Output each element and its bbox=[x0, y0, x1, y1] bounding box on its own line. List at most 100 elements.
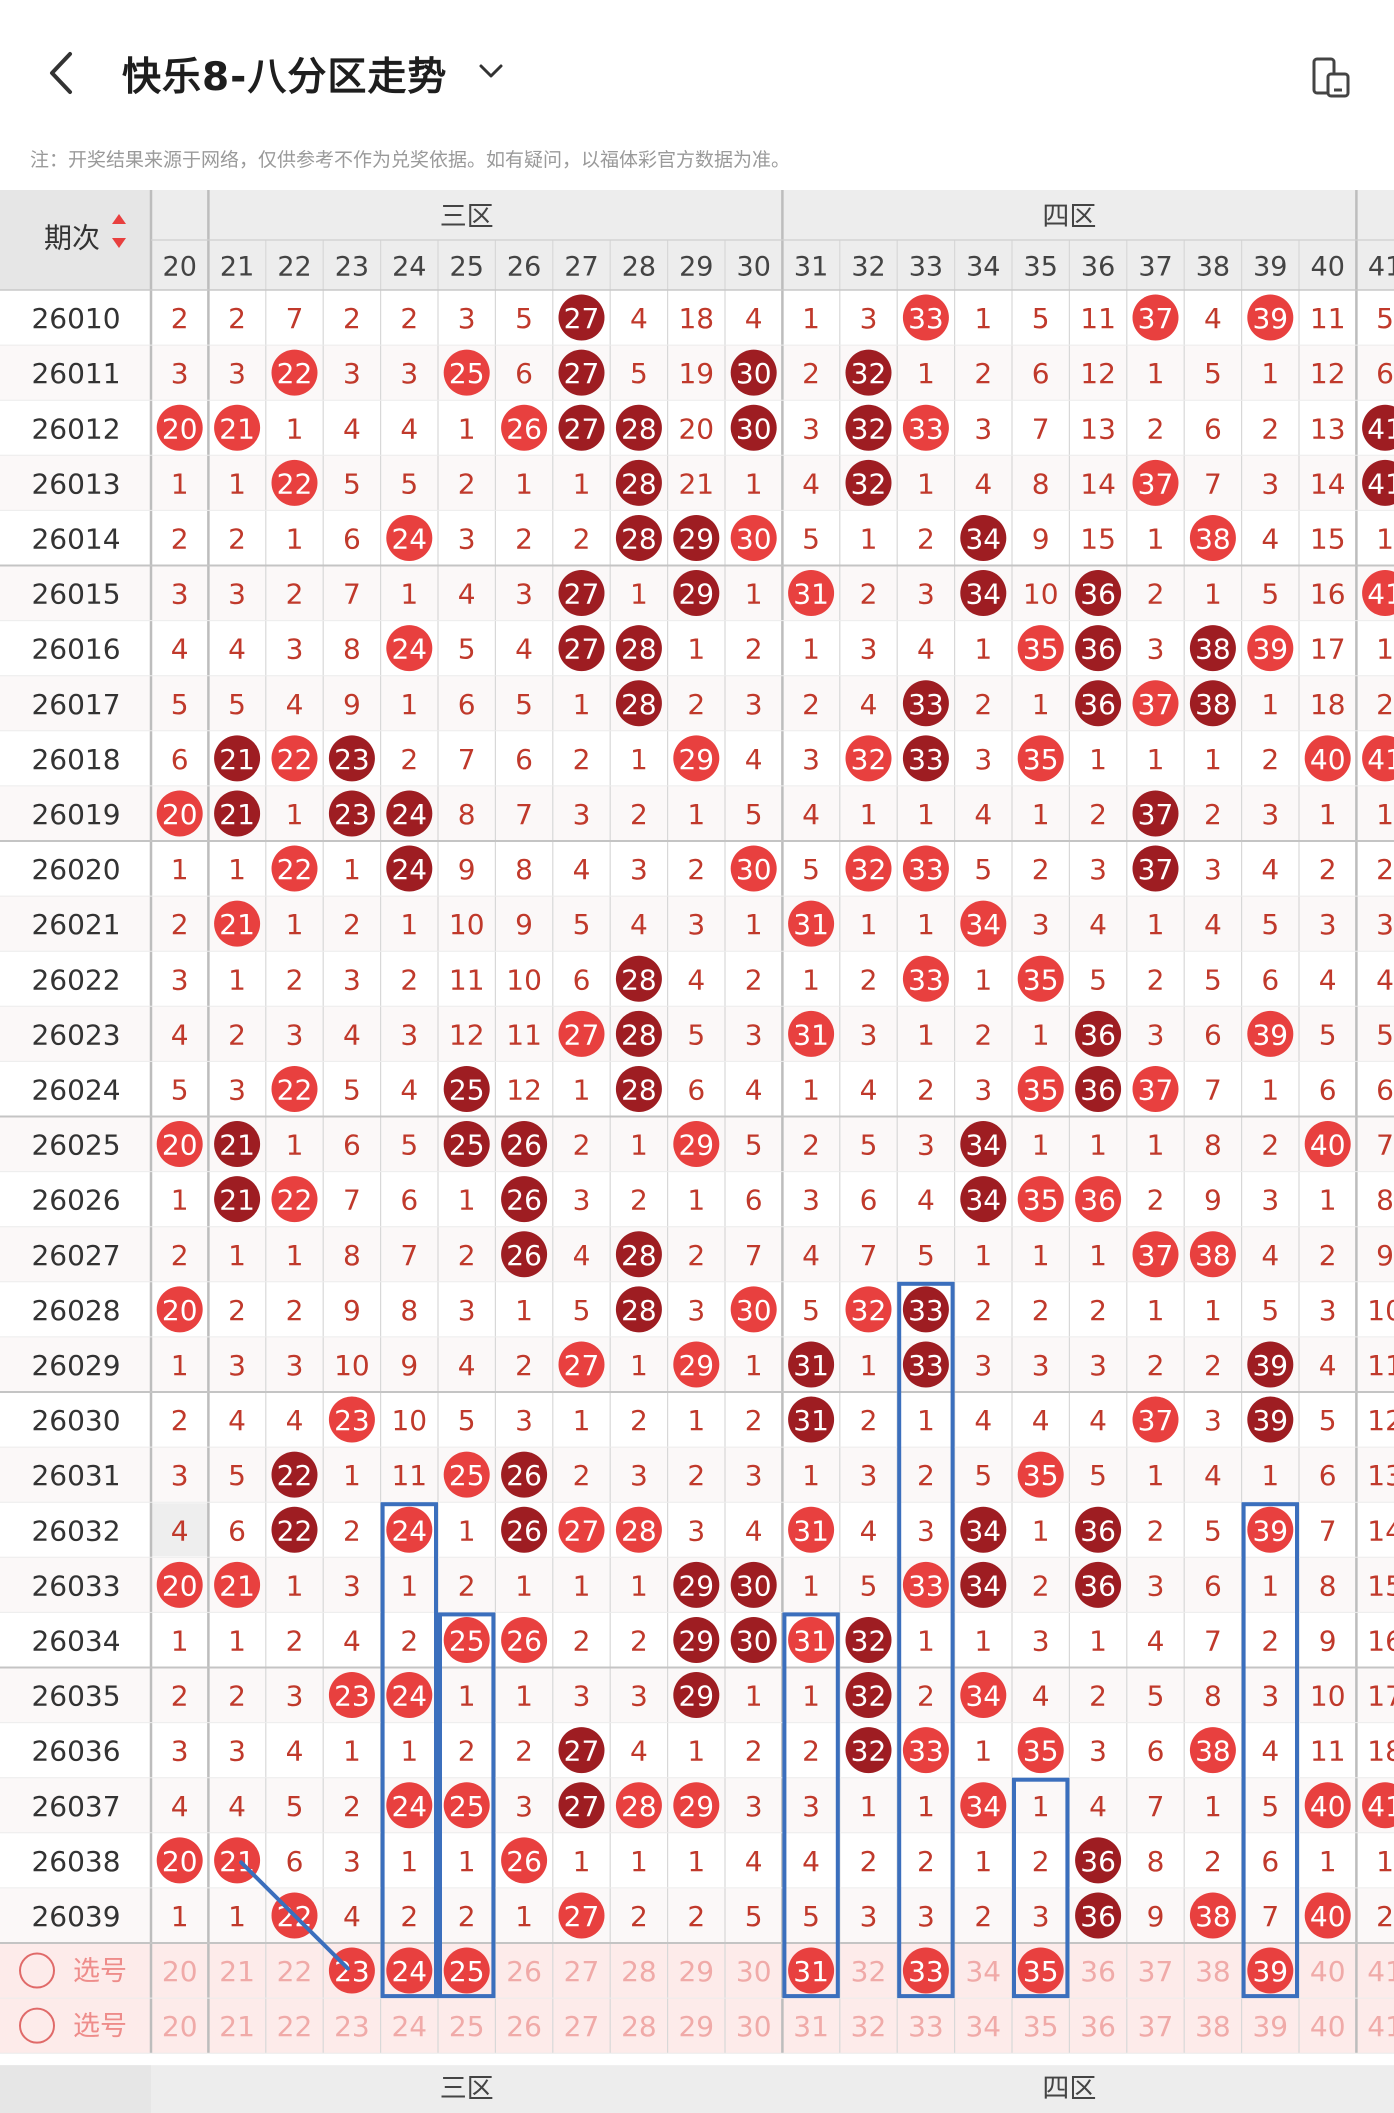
select-number[interactable]: 28 bbox=[621, 2010, 657, 2043]
select-number[interactable]: 35 bbox=[1023, 2010, 1059, 2043]
miss-count: 1 bbox=[974, 302, 992, 335]
select-number[interactable]: 24 bbox=[391, 2010, 427, 2043]
table-row-bg bbox=[0, 345, 1394, 401]
select-number[interactable]: 38 bbox=[1195, 2010, 1231, 2043]
drawn-number: 25 bbox=[449, 1073, 485, 1106]
miss-count: 4 bbox=[400, 1073, 418, 1106]
select-number[interactable]: 30 bbox=[736, 1955, 772, 1988]
select-label[interactable]: 选号 bbox=[73, 2011, 127, 2042]
select-number[interactable]: 25 bbox=[449, 2010, 485, 2043]
miss-count: 15 bbox=[1310, 522, 1346, 555]
drawn-number: 21 bbox=[219, 743, 255, 776]
miss-count: 2 bbox=[917, 522, 935, 555]
miss-count: 2 bbox=[745, 633, 763, 666]
select-number[interactable]: 34 bbox=[965, 1955, 1001, 1988]
miss-count: 8 bbox=[1204, 1129, 1222, 1162]
miss-count: 10 bbox=[449, 908, 485, 941]
drawn-number: 26 bbox=[506, 1239, 542, 1272]
select-number[interactable]: 37 bbox=[1138, 1955, 1174, 1988]
select-number[interactable]: 21 bbox=[219, 1955, 255, 1988]
chevron-down-icon[interactable] bbox=[476, 56, 506, 86]
miss-count: 2 bbox=[1204, 1845, 1222, 1878]
drawn-ball bbox=[558, 349, 605, 396]
select-number[interactable]: 41 bbox=[1367, 1955, 1394, 1988]
select-number[interactable]: 26 bbox=[506, 1955, 542, 1988]
sort-down-icon[interactable] bbox=[112, 238, 126, 248]
select-number[interactable]: 32 bbox=[851, 2010, 887, 2043]
select-number[interactable]: 29 bbox=[678, 1955, 714, 1988]
table-row-bg bbox=[0, 1447, 1394, 1503]
picked-number[interactable]: 35 bbox=[1023, 1955, 1059, 1988]
drawn-ball bbox=[730, 1561, 777, 1608]
picked-ball[interactable] bbox=[788, 1947, 835, 1994]
select-number[interactable]: 20 bbox=[162, 1955, 198, 1988]
select-number[interactable]: 38 bbox=[1195, 1955, 1231, 1988]
select-number[interactable]: 40 bbox=[1310, 2010, 1346, 2043]
drawn-ball bbox=[156, 1121, 203, 1168]
drawn-ball bbox=[558, 294, 605, 341]
picked-ball[interactable] bbox=[386, 1947, 433, 1994]
select-number[interactable]: 39 bbox=[1252, 2010, 1288, 2043]
select-radio[interactable] bbox=[19, 1952, 55, 1989]
miss-count: 20 bbox=[678, 412, 714, 445]
layout-toggle-icon[interactable] bbox=[1308, 54, 1354, 100]
selection-row[interactable]: 选号 20 21 22 23 24 25 26 27 28 29 30 31 32 33 34 35 36 37 38… bbox=[19, 2007, 1394, 2044]
selection-row[interactable]: 选号 20 21 22 23 24 25 26 27 28 29 30 31 32 33 34 35 36 37 38… bbox=[19, 1947, 1394, 1994]
select-number[interactable]: 40 bbox=[1310, 1955, 1346, 1988]
select-number[interactable]: 37 bbox=[1138, 2010, 1174, 2043]
select-number[interactable]: 29 bbox=[678, 2010, 714, 2043]
picked-ball[interactable] bbox=[443, 1947, 490, 1994]
select-number[interactable]: 34 bbox=[965, 2010, 1001, 2043]
select-radio[interactable] bbox=[19, 2007, 55, 2044]
picked-ball[interactable] bbox=[1017, 1947, 1064, 1994]
select-number[interactable]: 22 bbox=[277, 2010, 313, 2043]
select-number[interactable]: 27 bbox=[564, 1955, 600, 1988]
select-number[interactable]: 36 bbox=[1080, 2010, 1116, 2043]
select-number[interactable]: 21 bbox=[219, 2010, 255, 2043]
drawn-number: 32 bbox=[851, 1294, 887, 1327]
picked-number[interactable]: 24 bbox=[391, 1955, 427, 1988]
period-header-label[interactable]: 期次 bbox=[44, 222, 100, 255]
drawn-ball bbox=[271, 459, 318, 506]
select-number[interactable]: 20 bbox=[162, 2010, 198, 2043]
select-number[interactable]: 36 bbox=[1080, 1955, 1116, 1988]
select-number[interactable]: 28 bbox=[621, 1955, 657, 1988]
select-number[interactable]: 23 bbox=[334, 2010, 370, 2043]
miss-count: 1 bbox=[630, 578, 648, 611]
miss-count: 4 bbox=[802, 467, 820, 500]
drawn-ball bbox=[1304, 1892, 1351, 1939]
select-label[interactable]: 选号 bbox=[73, 1956, 127, 1987]
picked-number[interactable]: 39 bbox=[1252, 1955, 1288, 1988]
select-number[interactable]: 32 bbox=[851, 1955, 887, 1988]
miss-count: 2 bbox=[1376, 853, 1394, 886]
drawn-number: 34 bbox=[965, 1129, 1001, 1162]
sort-up-icon[interactable] bbox=[112, 214, 126, 224]
picked-ball[interactable] bbox=[902, 1947, 949, 1994]
miss-count: 4 bbox=[286, 1404, 304, 1437]
select-number[interactable]: 31 bbox=[793, 2010, 829, 2043]
miss-count: 1 bbox=[745, 1680, 763, 1713]
select-number[interactable]: 26 bbox=[506, 2010, 542, 2043]
select-number[interactable]: 30 bbox=[736, 2010, 772, 2043]
miss-count: 1 bbox=[860, 908, 878, 941]
drawn-number: 30 bbox=[736, 522, 772, 555]
picked-number[interactable]: 25 bbox=[449, 1955, 485, 1988]
miss-count: 1 bbox=[1147, 1294, 1165, 1327]
picked-number[interactable]: 33 bbox=[908, 1955, 944, 1988]
miss-count: 5 bbox=[228, 688, 246, 721]
chevron-left-icon[interactable] bbox=[42, 50, 82, 96]
miss-count: 2 bbox=[974, 1900, 992, 1933]
miss-count: 6 bbox=[1147, 1735, 1165, 1768]
picked-number[interactable]: 31 bbox=[793, 1955, 829, 1988]
table-row: 26028 20 2 2 9 8 3 1 5 28 3 30 5 32 33 2 2 2 1 1 5 3 10 bbox=[31, 1286, 1394, 1333]
drawn-ball bbox=[214, 1561, 261, 1608]
select-number[interactable]: 27 bbox=[564, 2010, 600, 2043]
miss-count: 1 bbox=[974, 1239, 992, 1272]
drawn-number: 36 bbox=[1080, 1184, 1116, 1217]
select-number[interactable]: 33 bbox=[908, 2010, 944, 2043]
select-number[interactable]: 41 bbox=[1367, 2010, 1394, 2043]
miss-count: 1 bbox=[400, 578, 418, 611]
select-number[interactable]: 22 bbox=[277, 1955, 313, 1988]
picked-ball[interactable] bbox=[1247, 1947, 1294, 1994]
drawn-ball bbox=[156, 1286, 203, 1333]
